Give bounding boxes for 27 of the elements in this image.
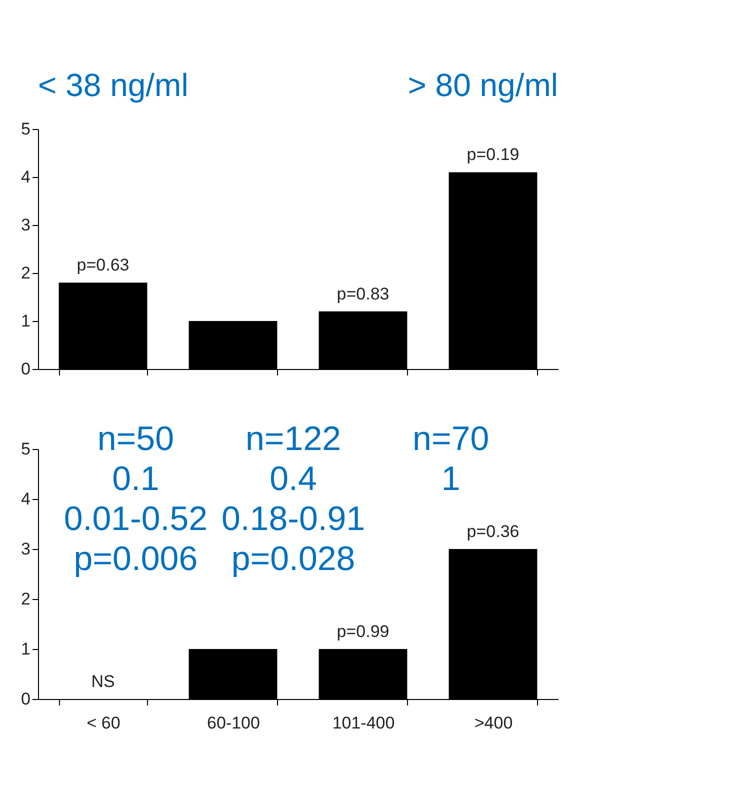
annotation: n=50 0.1 0.01-0.52 p=0.006 [64, 420, 208, 578]
y-tick-label: 0 [21, 360, 30, 378]
y-tick-label: 4 [21, 490, 30, 508]
annotation: p=0.36 [466, 522, 520, 541]
annotation: p=0.63 [76, 256, 130, 275]
x-tick-label: 60-100 [207, 714, 260, 732]
annotation: p=0.83 [336, 284, 390, 304]
y-tick-label: 5 [21, 120, 30, 138]
annotation: n=70 1 [412, 420, 490, 498]
x-tick-label: < 60 [86, 714, 120, 732]
text: > 80 ng/ml [408, 67, 558, 103]
x-tick-label: 101-400 [332, 714, 395, 732]
y-tick-label: 2 [21, 264, 30, 282]
text: NS [91, 672, 115, 691]
y-tick-label: 4 [21, 168, 30, 186]
y-tick-label: 1 [21, 640, 30, 658]
y-tick-label: 1 [21, 312, 30, 330]
y-tick-label: 5 [21, 440, 30, 458]
annotation: n=122 0.4 0.18-0.91 p=0.028 [221, 420, 366, 578]
x-tick-label: >400 [474, 714, 513, 732]
y-tick-label: 3 [21, 216, 30, 234]
annotation: p=0.19 [466, 145, 520, 164]
text: < 38 ng/ml [38, 67, 188, 103]
y-tick-label: 0 [21, 690, 30, 708]
y-tick-label: 3 [21, 540, 30, 558]
y-tick-label: 2 [21, 590, 30, 608]
annotation: p=0.99 [336, 622, 390, 641]
